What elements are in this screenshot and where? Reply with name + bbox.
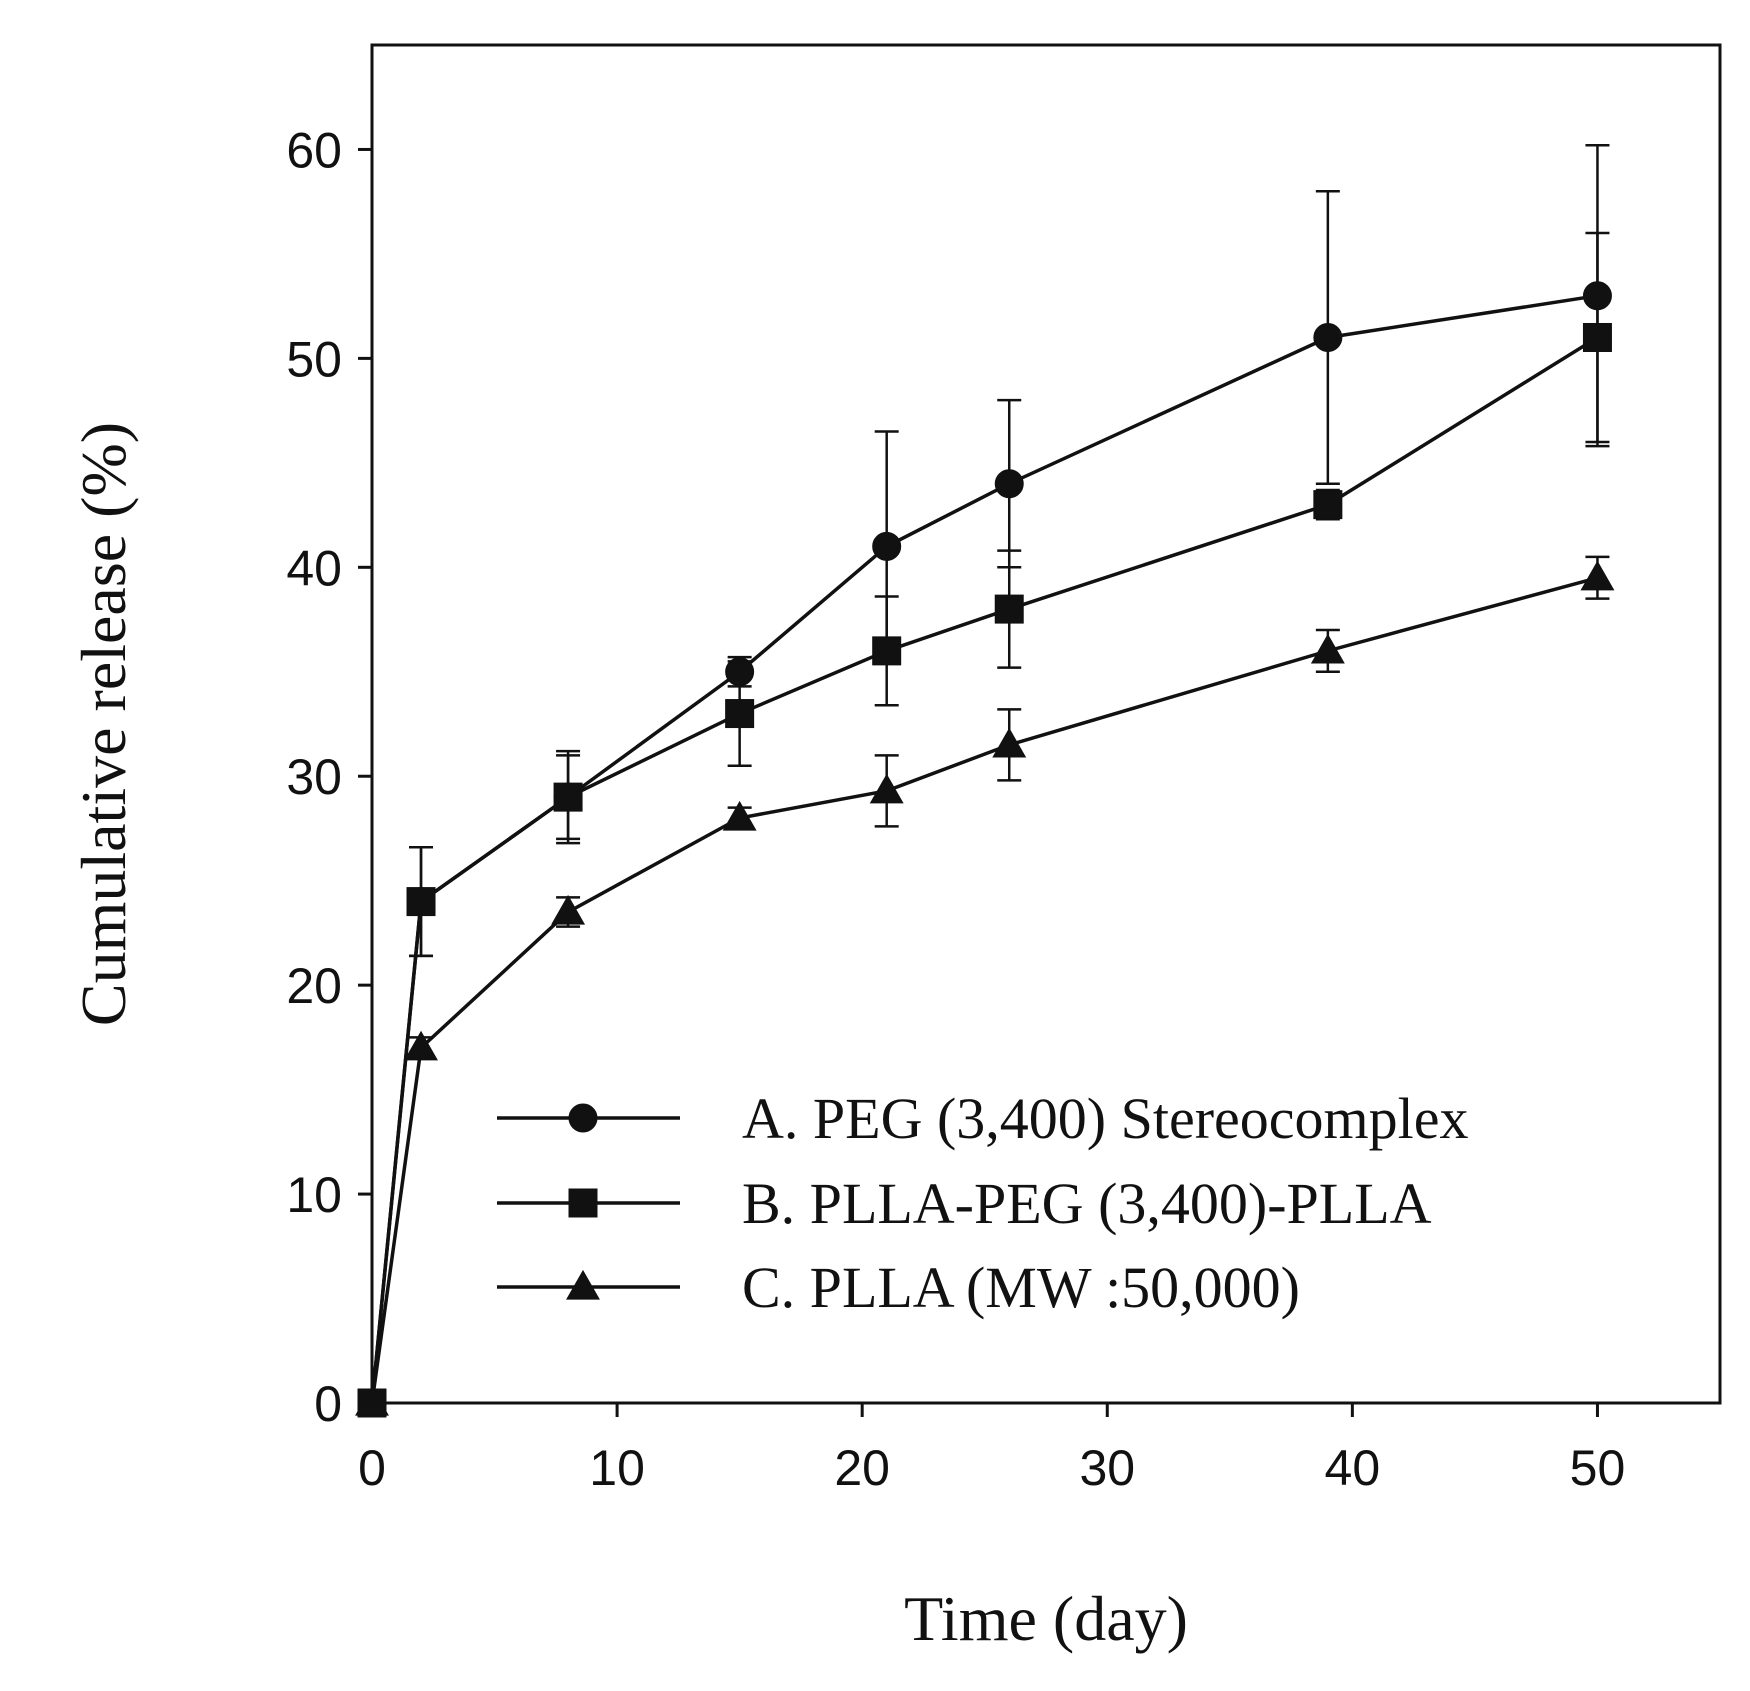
series-line	[370, 336, 1599, 1404]
y-tick-label: 40	[286, 540, 342, 596]
legend-label: A. PEG (3,400) Stereocomplex	[742, 1086, 1468, 1151]
plot-frame	[370, 43, 1722, 1405]
data-point	[994, 594, 1024, 624]
data-point	[994, 469, 1024, 499]
legend: A. PEG (3,400) Stereocomplex B. PLLA-PEG …	[497, 1086, 1468, 1320]
y-axis-title: Cumulative release (%)	[68, 422, 139, 1026]
legend-marker	[566, 1269, 600, 1300]
series-line	[370, 293, 1598, 1404]
data-point	[1313, 322, 1343, 352]
data-point	[722, 800, 757, 831]
legend-item: B. PLLA-PEG (3,400)-PLLA	[497, 1171, 1432, 1236]
legend-item: C. PLLA (MW :50,000)	[497, 1255, 1300, 1320]
data-point	[355, 1385, 389, 1416]
data-point	[553, 782, 583, 812]
y-tick-label: 30	[286, 749, 342, 805]
data-point	[406, 887, 436, 917]
data-point	[1582, 322, 1612, 352]
x-tick-label: 0	[358, 1440, 386, 1496]
x-tick-label: 40	[1325, 1440, 1381, 1496]
data-point	[1580, 560, 1615, 591]
data-point	[992, 727, 1027, 758]
data-point	[872, 636, 902, 666]
x-tick-label: 30	[1079, 1440, 1135, 1496]
x-tick-label: 20	[834, 1440, 890, 1496]
data-point	[551, 894, 586, 925]
y-tick-label: 60	[286, 122, 342, 178]
legend-label: C. PLLA (MW :50,000)	[742, 1255, 1300, 1320]
x-axis-ticks: 0 10 20 30 40 50	[358, 1403, 1625, 1496]
legend-label: B. PLLA-PEG (3,400)-PLLA	[742, 1171, 1432, 1236]
data-point	[1310, 633, 1345, 664]
y-tick-label: 50	[286, 331, 342, 387]
data-point	[872, 531, 902, 561]
series-triangle	[355, 555, 1615, 1416]
data-point	[725, 699, 755, 729]
legend-item: A. PEG (3,400) Stereocomplex	[497, 1086, 1468, 1151]
y-tick-label: 0	[314, 1376, 342, 1432]
legend-marker	[568, 1103, 598, 1133]
y-tick-label: 10	[286, 1167, 342, 1223]
series-line	[370, 576, 1598, 1404]
x-axis-title: Time (day)	[904, 1583, 1188, 1654]
series-layer	[355, 144, 1615, 1418]
data-point	[869, 773, 904, 804]
x-tick-label: 50	[1570, 1440, 1626, 1496]
y-tick-label: 20	[286, 958, 342, 1014]
data-point	[1313, 490, 1343, 520]
x-tick-label: 10	[589, 1440, 645, 1496]
data-point	[404, 1030, 438, 1061]
y-axis-ticks: 0 10 20 30 40 50 60	[286, 122, 372, 1432]
legend-marker	[568, 1188, 598, 1218]
series-square	[357, 231, 1612, 1418]
